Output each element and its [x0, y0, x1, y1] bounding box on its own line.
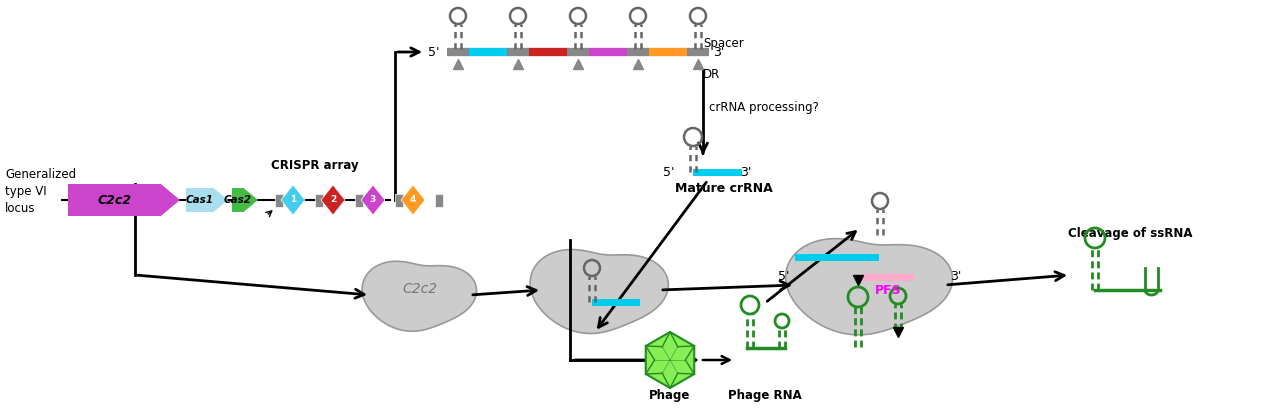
Bar	[355, 194, 364, 207]
Polygon shape	[361, 185, 385, 215]
Text: crRNA processing?: crRNA processing?	[709, 101, 819, 114]
Text: Spacer: Spacer	[703, 37, 744, 50]
Polygon shape	[68, 184, 180, 216]
Polygon shape	[786, 239, 952, 335]
Polygon shape	[530, 249, 668, 333]
Text: DR: DR	[703, 68, 721, 81]
Text: Cas1: Cas1	[186, 195, 214, 205]
Bar	[435, 194, 443, 207]
Polygon shape	[362, 261, 476, 331]
Text: Phage RNA: Phage RNA	[728, 389, 801, 402]
Text: CRISPR array: CRISPR array	[271, 158, 358, 171]
Polygon shape	[186, 188, 228, 212]
Text: C2c2: C2c2	[402, 282, 438, 296]
Text: 5': 5'	[428, 45, 439, 58]
Text: C2c2: C2c2	[97, 194, 132, 207]
Text: 5': 5'	[778, 270, 790, 284]
Text: 4: 4	[410, 195, 416, 205]
Text: 3': 3'	[740, 165, 751, 178]
Text: 2: 2	[330, 195, 337, 205]
Text: Cleavage of ssRNA: Cleavage of ssRNA	[1068, 226, 1192, 239]
Text: 3': 3'	[713, 45, 724, 58]
Text: PFS: PFS	[874, 284, 901, 297]
Polygon shape	[282, 185, 305, 215]
Bar	[396, 194, 403, 207]
Text: 5': 5'	[663, 165, 675, 178]
Bar	[315, 194, 323, 207]
Polygon shape	[645, 332, 694, 388]
Text: Cas2: Cas2	[224, 195, 252, 205]
Polygon shape	[321, 185, 346, 215]
Text: 1: 1	[289, 195, 296, 205]
Text: Phage: Phage	[649, 388, 691, 402]
Text: Generalized
type VI
locus: Generalized type VI locus	[5, 168, 76, 215]
Polygon shape	[232, 188, 259, 212]
Bar	[275, 194, 283, 207]
Polygon shape	[401, 185, 425, 215]
Text: 3': 3'	[950, 270, 961, 284]
Text: 3: 3	[370, 195, 376, 205]
Text: Mature crRNA: Mature crRNA	[675, 183, 773, 195]
